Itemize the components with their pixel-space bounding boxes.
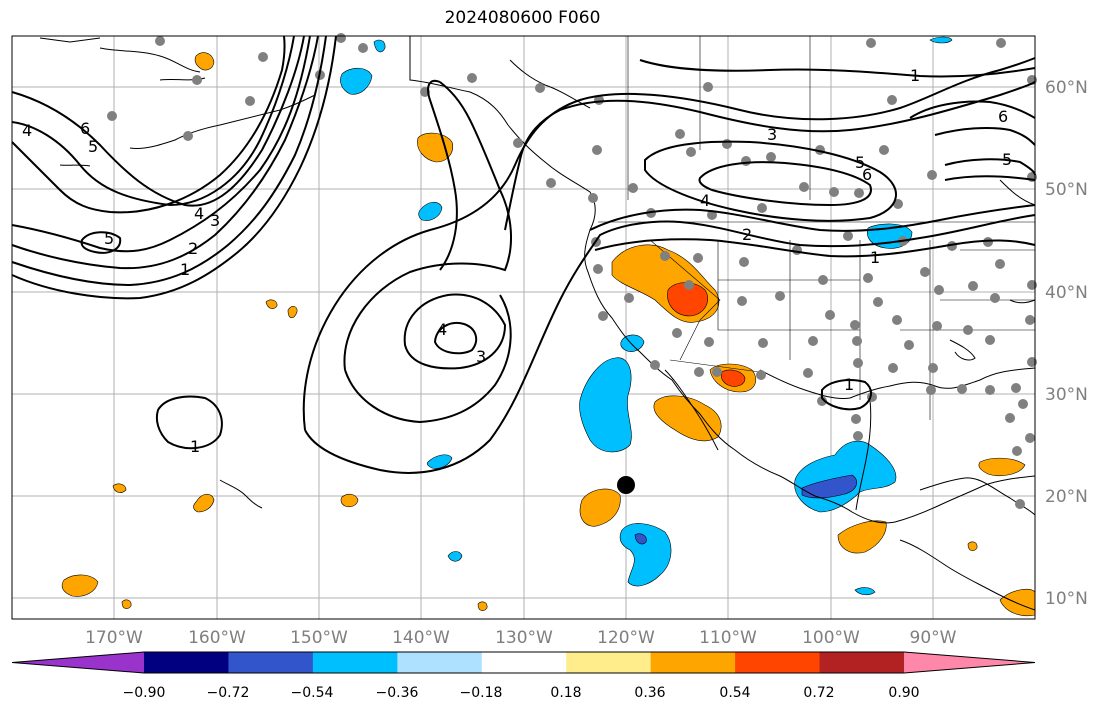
contour-label: 1 [910, 66, 920, 85]
lon-label: 120°W [597, 628, 655, 648]
contour-label: 4 [700, 191, 710, 210]
location-marker [617, 476, 635, 494]
contour-label: 1 [190, 437, 200, 456]
colorbar-tick: 0.54 [719, 685, 750, 701]
contour-label: 6 [998, 107, 1008, 126]
lon-label: 170°W [85, 628, 143, 648]
colorbar-segment [481, 652, 567, 673]
contour-label: 5 [104, 229, 114, 248]
colorbar-tick: 0.72 [803, 685, 834, 701]
lat-label: 40°N [1045, 283, 1088, 303]
contour-label: 3 [476, 347, 486, 366]
latitude-labels: 60°N 50°N 40°N 30°N 20°N 10°N [1045, 78, 1088, 609]
colorbar-tick: −0.72 [207, 685, 250, 701]
colorbar-tick: 0.90 [888, 685, 919, 701]
contour-label: 5 [855, 153, 865, 172]
colorbar [11, 651, 1036, 674]
colorbar-segment [228, 652, 314, 673]
lon-label: 110°W [699, 628, 757, 648]
contour-label: 1 [870, 248, 880, 267]
contour-label: 3 [767, 125, 777, 144]
lon-label: 100°W [802, 628, 860, 648]
colorbar-segment [566, 652, 652, 673]
lat-label: 10°N [1045, 589, 1088, 609]
contour-label: 1 [180, 260, 190, 279]
contour-label: 6 [80, 119, 90, 138]
map-title: 2024080600 F060 [444, 8, 601, 28]
colorbar-tick: −0.90 [123, 685, 166, 701]
station-markers [107, 33, 1037, 509]
lon-label: 160°W [188, 628, 246, 648]
contour-label-group: 4 6 5 5 4 3 2 1 1 4 3 3 5 6 4 2 1 1 6 5 … [22, 66, 1012, 456]
contour-label: 4 [194, 204, 204, 223]
contour-label: 5 [88, 137, 98, 156]
contour-label: 6 [862, 165, 872, 184]
colorbar-segment [650, 652, 736, 673]
longitude-labels: 170°W 160°W 150°W 140°W 130°W 120°W 110°… [85, 628, 957, 648]
colorbar-segment [312, 652, 398, 673]
contour-lines [11, 35, 1036, 474]
contour-label: 1 [844, 375, 854, 394]
colorbar-max-arrow [904, 652, 1035, 673]
colorbar-tick: 0.36 [634, 685, 665, 701]
contour-label: 4 [22, 121, 32, 140]
contour-label: 4 [437, 320, 447, 339]
colorbar-tick: −0.18 [460, 685, 503, 701]
colorbar-tick: 0.18 [550, 685, 581, 701]
colorbar-tick: −0.36 [376, 685, 419, 701]
gridlines [12, 36, 1035, 619]
lon-label: 130°W [495, 628, 553, 648]
colorbar-tick-labels: −0.90 −0.72 −0.54 −0.36 −0.18 0.18 0.36 … [123, 685, 920, 701]
contour-label: 2 [188, 239, 198, 258]
colorbar-min-arrow [12, 652, 144, 673]
colorbar-segment [397, 652, 483, 673]
contour-label: 2 [742, 225, 752, 244]
lon-label: 150°W [290, 628, 348, 648]
contour-label: 5 [1002, 150, 1012, 169]
colorbar-segment [819, 652, 905, 673]
lon-label: 90°W [910, 628, 957, 648]
contour-label: 3 [210, 211, 220, 230]
lat-label: 30°N [1045, 385, 1088, 405]
lon-label: 140°W [392, 628, 450, 648]
colorbar-outline [11, 651, 1036, 674]
colorbar-tick: −0.54 [291, 685, 334, 701]
anomaly-fills [61, 36, 1036, 617]
lat-label: 20°N [1045, 487, 1088, 507]
lat-label: 50°N [1045, 180, 1088, 200]
colorbar-segment [144, 652, 229, 673]
colorbar-segment [735, 652, 821, 673]
lat-label: 60°N [1045, 78, 1088, 98]
map-border [11, 35, 1036, 620]
